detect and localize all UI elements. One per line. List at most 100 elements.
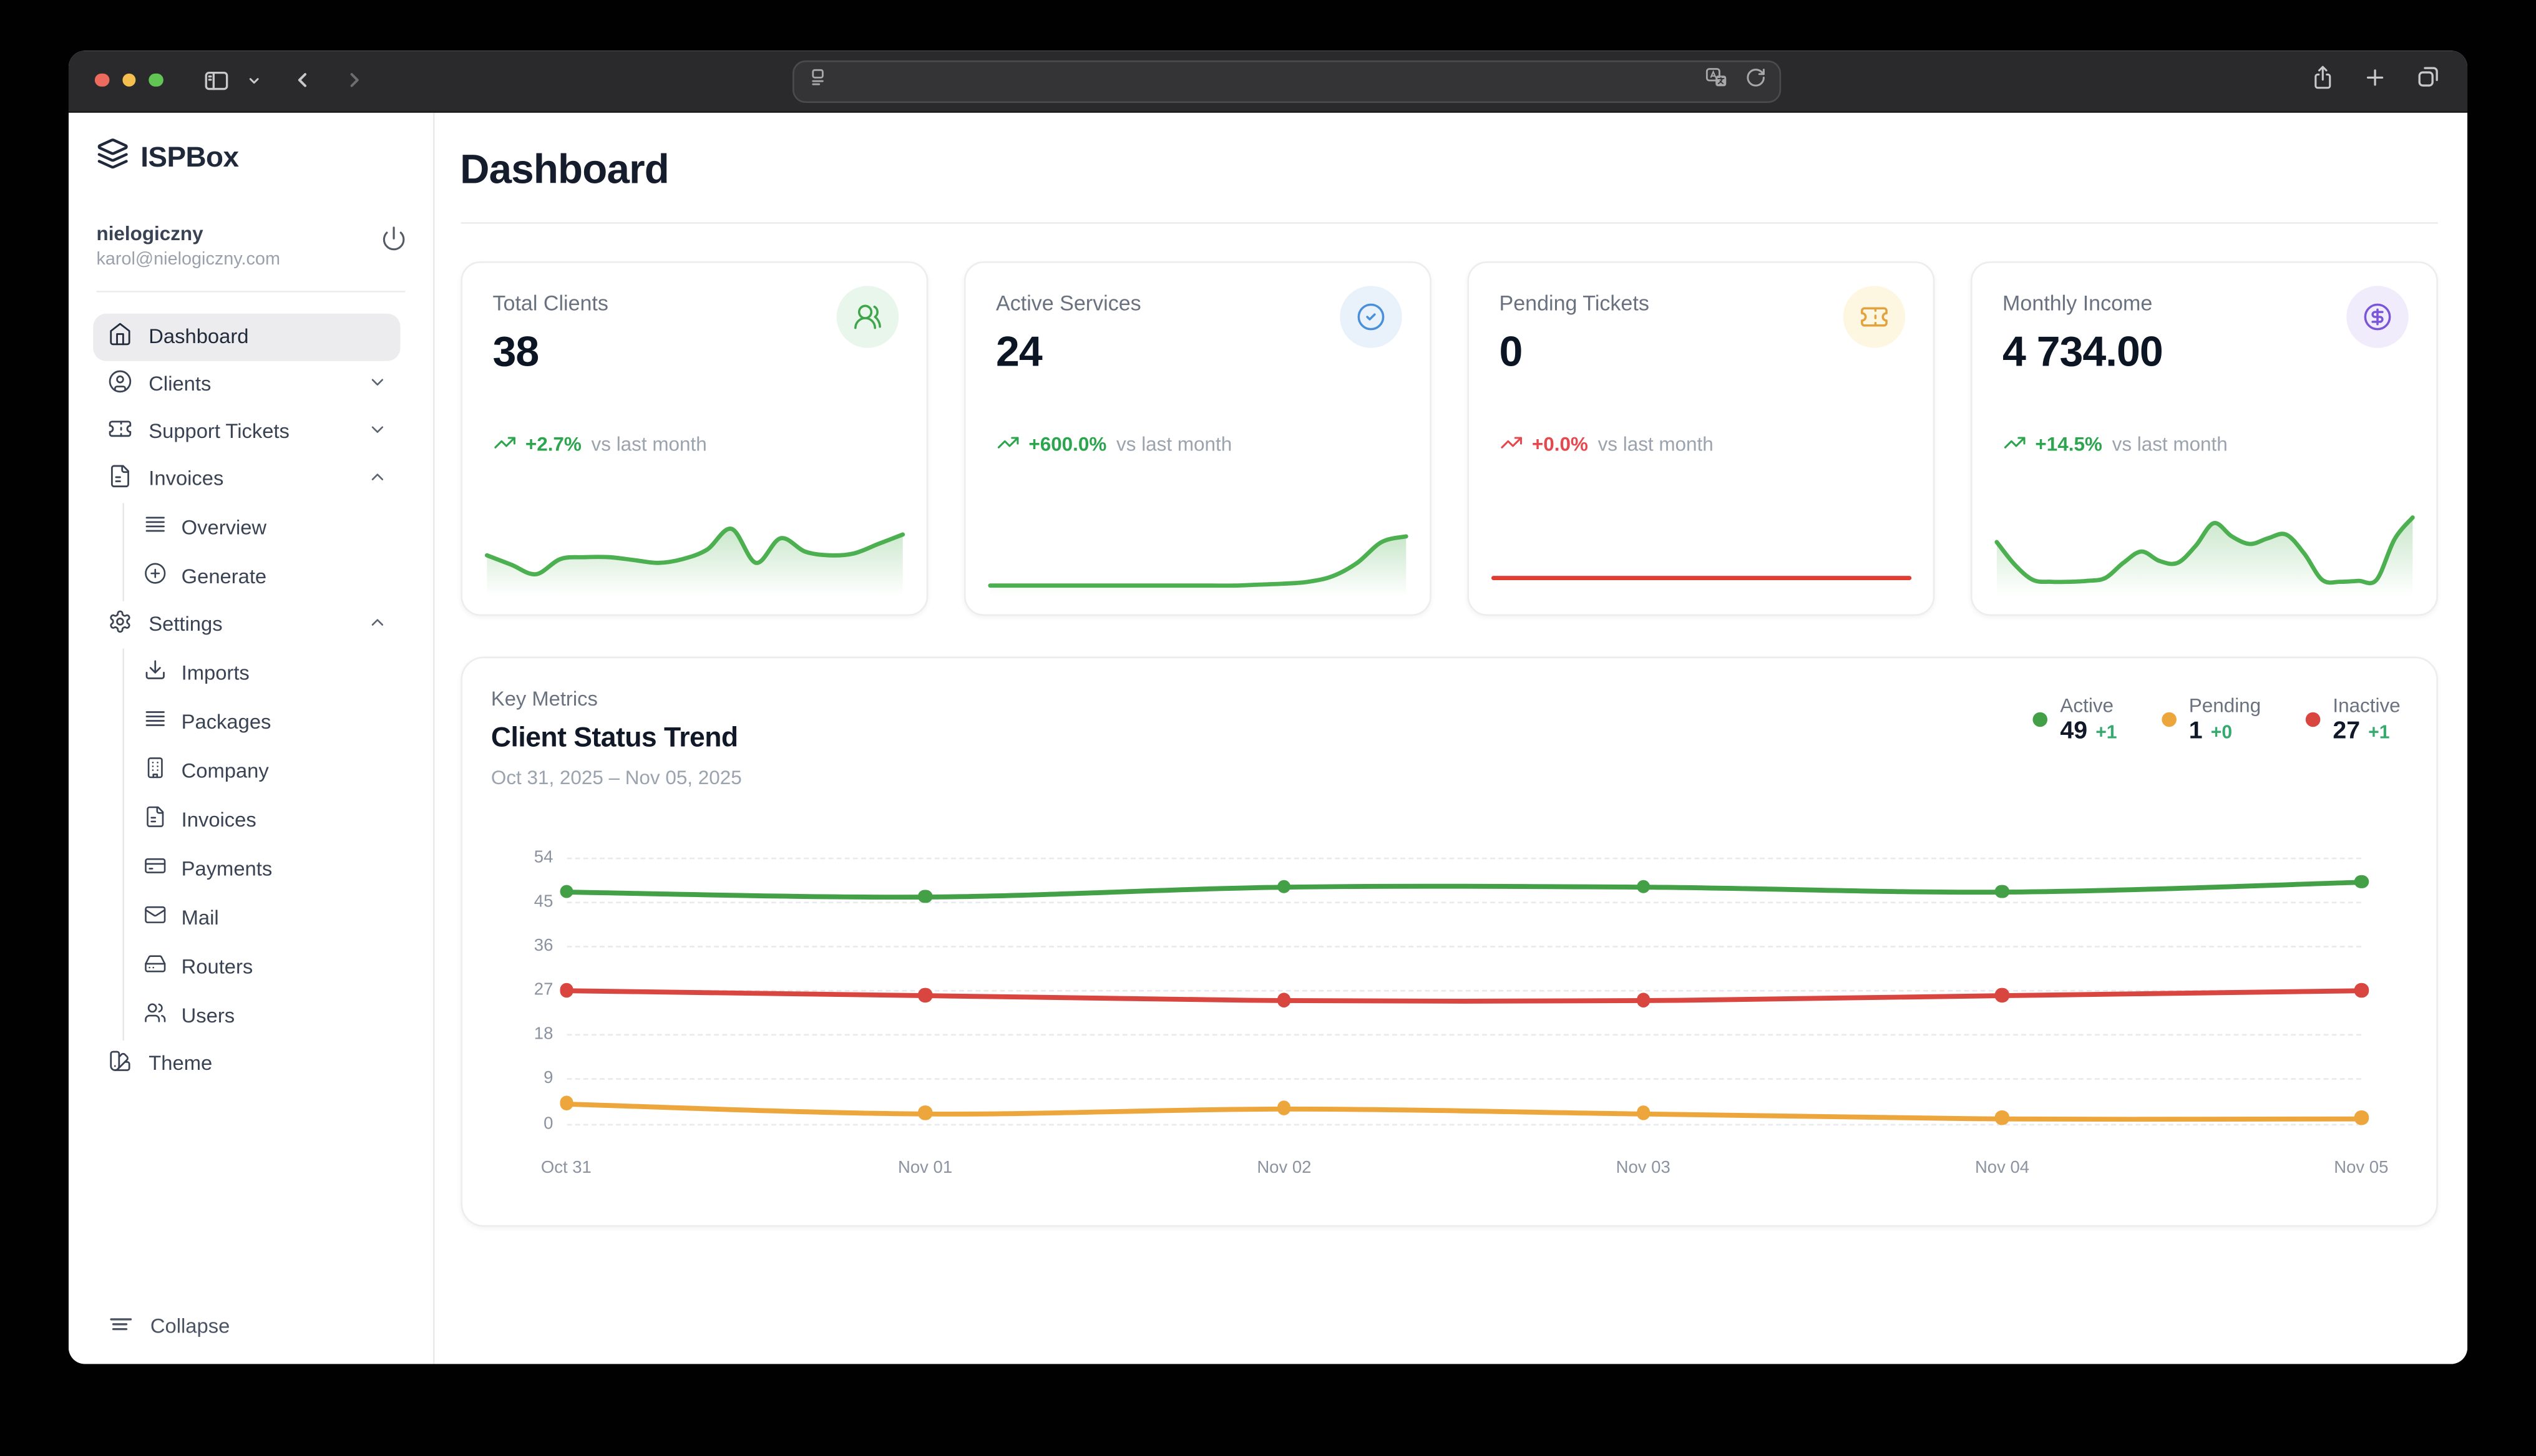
chart-plot: Oct 31 Nov 01 Nov 02 Nov 03 Nov 04 Nov 05 54 4… [534,847,2389,1177]
sidebar-item-users[interactable]: Users [124,991,401,1040]
settings-subnav: Imports Packages Company Invoices [122,648,401,1040]
y-axis-tick: 0 [544,1113,554,1133]
sidebar-item-clients[interactable]: Clients [93,360,400,407]
gridline [566,989,2361,992]
address-bar[interactable] [792,59,1782,102]
inactive-data-point [1995,988,2009,1002]
stat-delta: +0.0% vs last month [1500,430,1902,459]
reload-icon[interactable] [1745,66,1767,95]
y-axis-tick: 45 [534,891,554,911]
stat-card-total-clients: Total Clients 38 +2.7% vs last month [460,260,929,615]
gridline [566,1123,2361,1125]
reader-icon[interactable] [807,64,829,97]
page-title: Dashboard [460,146,670,192]
layers-icon [96,137,129,177]
inactive-data-point [1636,993,1651,1007]
stat-value: 24 [996,326,1043,375]
sidebar-item-imports[interactable]: Imports [124,648,401,697]
user-email: karol@nielogiczny.com [96,249,280,269]
stat-delta: +2.7% vs last month [492,430,895,459]
swatch-book-icon [108,1049,132,1078]
translate-icon[interactable] [1704,66,1729,95]
inactive-data-point [2354,983,2368,997]
app-name: ISPBox [140,139,239,173]
sparkline [1994,491,2414,596]
sidebar-nav: Dashboard Clients Support Tickets [93,313,401,1087]
pending-data-point [1636,1106,1651,1120]
stat-value: 0 [1499,326,1523,375]
sidebar-item-theme[interactable]: Theme [93,1040,400,1087]
new-tab-icon[interactable] [2362,64,2386,97]
chart-legend: Active 49 +1 Pending 1 +0 [2032,687,2401,745]
gridline [566,857,2361,859]
browser-window: ISPBox nielogiczny karol@nielogiczny.com [68,49,2467,1364]
x-axis-tick: Nov 02 [1257,1157,1312,1177]
sidebar-item-settings[interactable]: Settings [93,600,400,648]
pending-data-point [2354,1111,2368,1125]
sidebar-menu-chevron-icon[interactable] [246,73,261,88]
rows-icon [144,513,167,541]
x-axis-tick: Nov 05 [2334,1157,2389,1177]
inactive-data-point [559,983,573,997]
pending-data-point [918,1106,932,1120]
sidebar-item-invoices-settings[interactable]: Invoices [124,795,401,844]
sidebar-item-invoices-generate[interactable]: Generate [124,551,401,601]
active-data-point [2354,874,2368,889]
sidebar-item-packages[interactable]: Packages [124,697,401,746]
title-divider [460,221,2438,223]
stat-card-monthly-income: Monthly Income 4 734.00 +14.5% vs last m… [1969,260,2438,615]
building-icon [144,756,167,784]
sidebar-item-invoices[interactable]: Invoices [93,455,400,502]
pending-data-point [1995,1111,2009,1125]
check-circle-icon [1340,284,1402,347]
sparkline [1490,491,1911,596]
user-block: nielogiczny karol@nielogiczny.com [96,221,409,269]
legend-dot-pending [2161,712,2176,727]
active-data-point [1636,879,1651,893]
legend-item-inactive: Inactive 27 +1 [2304,694,2401,746]
close-window-button[interactable] [94,73,109,87]
gridline [566,901,2361,903]
gridline [566,1034,2361,1036]
back-button[interactable] [290,69,313,92]
sidebar-item-support-tickets[interactable]: Support Tickets [93,407,400,455]
sidebar-item-routers[interactable]: Routers [124,942,401,991]
sidebar-item-mail[interactable]: Mail [124,893,401,942]
chart-eyebrow: Key Metrics [490,687,598,710]
mail-icon [144,903,167,931]
collapse-sidebar-button[interactable]: Collapse [108,1311,432,1342]
gridline [566,1079,2361,1080]
file-text-icon [144,805,167,833]
zoom-window-button[interactable] [149,73,163,87]
stat-value: 4 734.00 [2002,326,2163,375]
rows-icon [144,707,167,735]
user-circle-icon [108,369,132,399]
stat-delta: +14.5% vs last month [2002,430,2405,459]
collapse-icon [108,1311,134,1342]
app-logo: ISPBox [96,137,432,177]
stat-value: 38 [492,326,539,375]
chart-date-range: Oct 31, 2025 – Nov 05, 2025 [490,765,742,789]
x-axis-tick: Nov 04 [1974,1157,2030,1177]
trending-up-icon [492,430,515,459]
trending-up-icon [996,430,1019,459]
sidebar-item-invoices-overview[interactable]: Overview [124,502,401,551]
chevron-down-icon [368,419,387,444]
plus-circle-icon [144,562,167,590]
sidebar-item-payments[interactable]: Payments [124,843,401,893]
chevron-down-icon [368,372,387,396]
logout-power-icon[interactable] [377,221,409,262]
minimize-window-button[interactable] [122,73,136,87]
home-icon [108,322,132,351]
share-icon[interactable] [2309,63,2334,99]
pending-data-point [1277,1101,1292,1115]
sidebar-item-dashboard[interactable]: Dashboard [93,313,401,361]
pending-data-point [559,1096,573,1110]
stat-card-pending-tickets: Pending Tickets 0 +0.0% vs last month [1466,260,1935,615]
ticket-icon [1843,284,1906,347]
users-icon [144,1001,167,1029]
tab-overview-icon[interactable] [2414,64,2441,98]
sidebar-toggle-icon[interactable] [202,66,230,94]
forward-button[interactable] [343,69,366,92]
sidebar-item-company[interactable]: Company [124,745,401,795]
